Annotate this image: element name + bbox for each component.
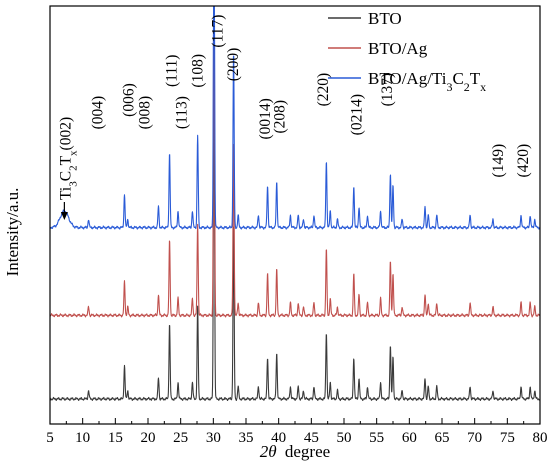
- peak-label: (108): [190, 54, 207, 88]
- peak-label: (200): [225, 48, 242, 82]
- peak-label: (0014): [257, 98, 274, 139]
- x-tick-label: 30: [206, 430, 221, 446]
- peak-annotation-group: (004) (006) (008) (111) (113)(108)(117)(200)…: [57, 15, 532, 220]
- x-tick-label: 20: [141, 430, 156, 446]
- series-line-0: [49, 53, 541, 402]
- peak-label: (004): [90, 96, 107, 130]
- x-tick-label: 5: [46, 430, 54, 446]
- x-tick-label: 65: [435, 430, 450, 446]
- x-tick-label: 15: [108, 430, 123, 446]
- legend: BTO BTO/Ag BTO/Ag/Ti3C2Tx: [328, 9, 486, 94]
- peak-label: (220): [315, 73, 332, 107]
- peak-label: (420): [515, 144, 532, 178]
- x-tick-label: 60: [402, 430, 417, 446]
- trace-group: [49, 5, 541, 402]
- x-axis-label-symbol: 2θ: [260, 442, 277, 461]
- x-axis-label-unit: degree: [285, 442, 330, 461]
- x-tick-label: 55: [369, 430, 384, 446]
- peak-label: (137): [379, 73, 396, 107]
- ti3c2-arrow-head: [60, 212, 68, 220]
- x-tick-label: 80: [533, 430, 548, 446]
- peak-label: (006): [120, 83, 137, 117]
- x-axis-label: 2θ degree: [260, 442, 330, 461]
- x-tick-label: 25: [173, 430, 188, 446]
- peak-label: (208): [271, 100, 288, 134]
- legend-label-2: BTO/Ag/Ti3C2Tx: [368, 69, 486, 94]
- x-tick-label: 35: [239, 430, 254, 446]
- series-line-1: [49, 5, 541, 318]
- x-tick-label: 70: [467, 430, 482, 446]
- x-tick-label: 40: [271, 430, 286, 446]
- legend-label-0: BTO: [368, 9, 402, 28]
- ti3c2-peak-label: Ti3C2Tx(002): [57, 117, 79, 200]
- peak-label: (149): [490, 144, 507, 178]
- x-tick-label: 75: [500, 430, 515, 446]
- x-tick-label: 10: [75, 430, 90, 446]
- legend-label-1: BTO/Ag: [368, 39, 428, 58]
- peak-label: (113): [173, 96, 190, 129]
- series-line-2: [49, 5, 541, 230]
- peak-label: (111): [164, 55, 181, 87]
- x-tick-label: 45: [304, 430, 319, 446]
- peak-label: (008): [137, 96, 154, 130]
- x-tick-label: 50: [337, 430, 352, 446]
- peak-label: (117): [209, 15, 226, 48]
- x-tick-group: 5 10 15 20 25 30 35 40 45 50 55 60 65 70 75 80: [46, 418, 548, 446]
- peak-label: (0214): [348, 94, 365, 135]
- y-axis-label: Intensity/a.u.: [3, 188, 22, 277]
